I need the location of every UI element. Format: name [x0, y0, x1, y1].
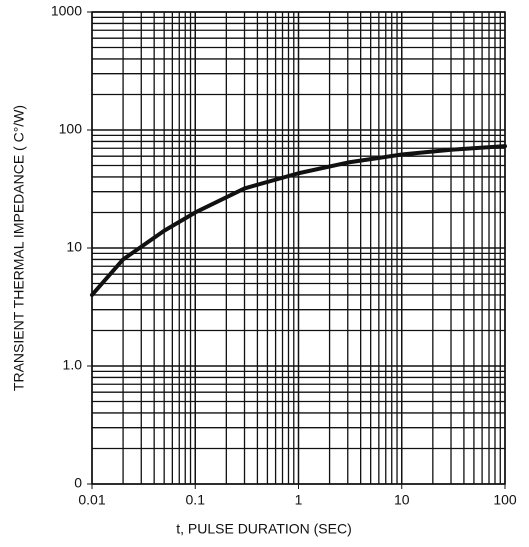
- x-tick-label: 0.1: [186, 492, 206, 508]
- x-axis-label: t, PULSE DURATION (SEC): [176, 521, 352, 537]
- curve: [90, 144, 507, 297]
- x-tick-label: 1: [295, 492, 303, 508]
- y-tick-label: 1000: [51, 3, 82, 19]
- plot-frame: [91, 11, 506, 485]
- y-tick-label: 0: [74, 475, 82, 491]
- y-tick-label: 100: [59, 121, 83, 137]
- x-tick-label: 10: [394, 492, 410, 508]
- x-tick-label: 0.01: [78, 492, 105, 508]
- y-tick-label: 1.0: [63, 357, 83, 373]
- x-tick-label: 100: [493, 492, 517, 508]
- y-tick-label: 10: [66, 239, 82, 255]
- y-axis-label: TRANSIENT THERMAL IMPEDANCE ( C°/W): [11, 105, 27, 391]
